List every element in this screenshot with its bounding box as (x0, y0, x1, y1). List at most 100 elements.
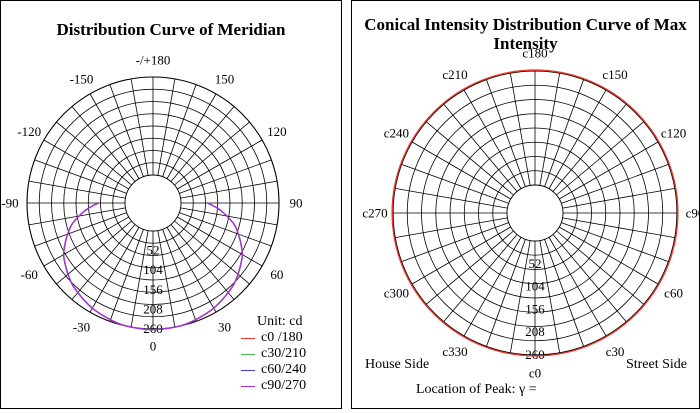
conical-grid-spoke (561, 222, 669, 262)
conical-grid-spoke (544, 239, 584, 347)
conical-grid-spoke (548, 237, 607, 337)
meridian-angle-label: -60 (20, 267, 37, 282)
meridian-grid-spoke (56, 121, 132, 186)
meridian-grid-spoke (177, 216, 263, 267)
conical-angle-label: c150 (602, 67, 627, 82)
conical-grid-spoke (425, 121, 514, 196)
conical-grid-spoke (486, 239, 526, 347)
conical-radial-tick-label: 208 (525, 324, 545, 339)
legend-item-c30: c30/210 (241, 346, 306, 362)
meridian-angle-label: 150 (215, 72, 235, 87)
conical-chart-panel: Conical Intensity Distribution Curve of … (351, 0, 700, 409)
meridian-grid-spoke (89, 227, 140, 313)
conical-grid-spoke (556, 121, 645, 196)
legend-item-c0: c0 /180 (241, 330, 306, 346)
legend-label-c90: c90/270 (261, 378, 307, 393)
conical-grid-spoke (559, 226, 659, 285)
conical-angle-label: c60 (664, 286, 683, 301)
conical-angle-label: c90 (686, 206, 700, 221)
conical-grid-spoke (463, 237, 522, 337)
meridian-chart-panel: Distribution Curve of Meridian -/+180 -15… (0, 0, 342, 409)
meridian-grid-spoke (109, 229, 144, 322)
meridian-grid-spoke (130, 230, 149, 328)
meridian-grid-spoke (170, 224, 235, 300)
meridian-grid-spoke (43, 139, 129, 190)
conical-angle-label: c180 (522, 46, 547, 61)
conical-grid-spoke (552, 234, 627, 323)
meridian-grid-spoke (166, 227, 217, 313)
conical-grid-spoke (562, 217, 675, 239)
conical-angle-label: c0 (529, 366, 541, 381)
conical-grid-spoke (548, 89, 607, 189)
conical-angle-label: c300 (384, 286, 409, 301)
meridian-grid-spoke (71, 224, 136, 300)
conical-grid-spoke (425, 230, 514, 305)
conical-grid-spoke (539, 240, 561, 353)
conical-grid-spoke (509, 240, 531, 353)
conical-grid-spoke (552, 103, 627, 192)
meridian-angle-label: -120 (17, 124, 41, 139)
conical-grid-spoke (559, 141, 659, 200)
legend-label-c0: c0 /180 (261, 330, 303, 345)
conical-grid-spoke (544, 79, 584, 187)
meridian-series-curve-3 (62, 202, 244, 331)
meridian-grid-spoke (174, 220, 250, 285)
conical-grid-spoke (486, 79, 526, 187)
legend-swatch-c60 (241, 369, 255, 371)
meridian-grid-spoke (162, 84, 197, 177)
conical-angle-label: c240 (384, 126, 409, 141)
meridian-grid-spoke (109, 84, 144, 177)
conical-angle-label: c30 (606, 344, 625, 359)
conical-radial-tick-label: 156 (525, 301, 545, 316)
meridian-grid-spoke (71, 106, 136, 182)
conical-series-curve-0 (391, 69, 679, 357)
legend: Unit: cd c0 /180 c30/210 c60/240 c90/270 (241, 314, 306, 394)
conical-angle-label: c330 (442, 344, 467, 359)
meridian-chart-title: Distribution Curve of Meridian (56, 20, 286, 39)
conical-angle-label: c270 (362, 206, 387, 221)
conical-radial-tick-label: 52 (529, 256, 542, 271)
conical-grid-spoke (411, 141, 511, 200)
meridian-angle-label: 60 (270, 267, 283, 282)
meridian-grid-spoke (157, 230, 176, 328)
meridian-grid-spoke (179, 212, 272, 247)
conical-radial-tick-label: 104 (525, 279, 545, 294)
meridian-angle-label: 90 (290, 196, 303, 211)
meridian-grid-spoke (34, 159, 127, 194)
conical-grid-spoke (401, 164, 509, 204)
meridian-radial-tick-label: 52 (147, 243, 160, 258)
meridian-grid-spoke (28, 207, 126, 226)
legend-item-c60: c60/240 (241, 362, 306, 378)
conical-grid-spoke (395, 217, 508, 239)
meridian-grid-spoke (180, 180, 278, 199)
meridian-radial-tick-label: 156 (143, 282, 163, 297)
legend-item-c90: c90/270 (241, 378, 306, 394)
meridian-grid-spoke (180, 207, 278, 226)
conical-grid-spoke (556, 230, 645, 305)
meridian-angle-label: -/+180 (136, 53, 171, 68)
conical-angle-label: c120 (661, 126, 686, 141)
conical-grid-spoke (443, 103, 518, 192)
conical-grid-spoke (509, 73, 531, 186)
conical-grid-spoke (395, 187, 508, 209)
conical-radial-tick-label: 260 (525, 347, 545, 362)
street-side-label: Street Side (625, 357, 687, 372)
meridian-grid-spoke (130, 78, 149, 176)
meridian-grid-spoke (166, 93, 217, 179)
meridian-grid-spoke (89, 93, 140, 179)
meridian-polar-plot: -/+180 -150 150 -120 120 -90 90 -60 60 -30 30 0 52 10… (1, 53, 303, 354)
conical-center-circle (506, 184, 564, 242)
meridian-grid-spoke (56, 220, 132, 285)
meridian-radial-tick-label: 208 (143, 301, 163, 316)
meridian-angle-label: -30 (73, 319, 90, 334)
conical-grid-spoke (463, 89, 522, 189)
peak-location-label: Location of Peak: γ = (416, 382, 537, 397)
meridian-angle-label: 0 (150, 339, 157, 354)
meridian-angle-label: -150 (70, 72, 94, 87)
conical-polar-plot: c180 c150 c210 c120 c240 c90 c270 c60 c300 c30 c33… (362, 46, 700, 381)
meridian-radial-tick-label: 104 (143, 262, 163, 277)
meridian-grid-spoke (177, 139, 263, 190)
meridian-grid-spoke (179, 159, 272, 194)
conical-grid-spoke (539, 73, 561, 186)
conical-grid-spoke (443, 234, 518, 323)
